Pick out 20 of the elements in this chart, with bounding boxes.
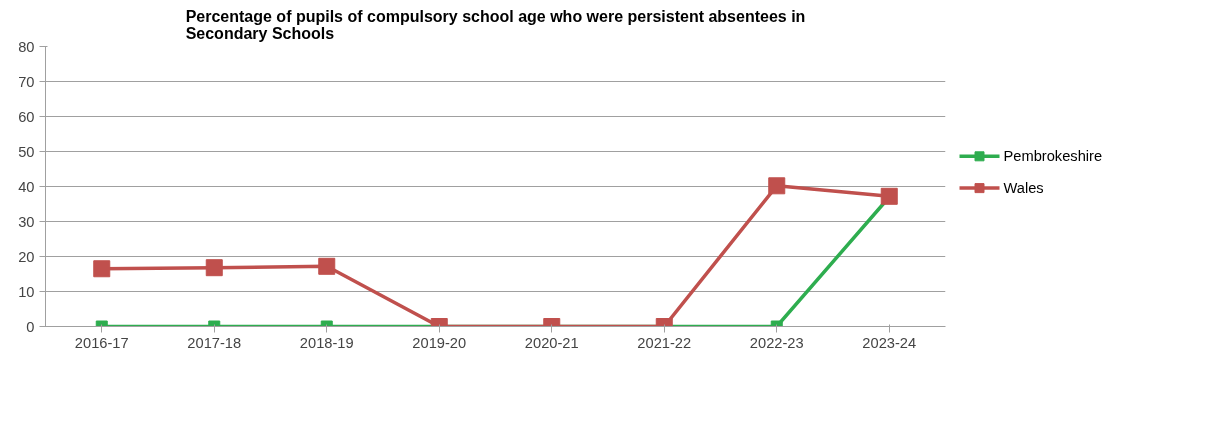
y-tick-label: 30 <box>18 213 35 230</box>
x-tick-label: 2023-24 <box>862 334 917 351</box>
y-tick-label: 80 <box>18 38 35 55</box>
x-tick-label: 2022-23 <box>749 334 804 351</box>
x-tick-label: 2020-21 <box>524 334 579 351</box>
y-tick-label: 0 <box>26 318 35 335</box>
y-tick-label: 40 <box>18 178 35 195</box>
legend-label: Pembrokeshire <box>1003 148 1103 165</box>
y-tick-label: 10 <box>18 283 35 300</box>
x-tick-label: 2018-19 <box>299 334 354 351</box>
y-tick-label: 70 <box>18 73 35 90</box>
x-tick-label: 2016-17 <box>74 334 129 351</box>
y-tick-label: 50 <box>18 143 35 160</box>
x-tick-label: 2021-22 <box>637 334 692 351</box>
y-tick-label: 60 <box>18 108 35 125</box>
legend-label: Wales <box>1003 180 1044 197</box>
x-tick-label: 2017-18 <box>187 334 242 351</box>
y-tick-label: 20 <box>18 248 35 265</box>
chart-title: Percentage of pupils of compulsory school age who were persistent absentees in Secondary Schools <box>185 7 806 42</box>
x-tick-label: 2019-20 <box>412 334 467 351</box>
